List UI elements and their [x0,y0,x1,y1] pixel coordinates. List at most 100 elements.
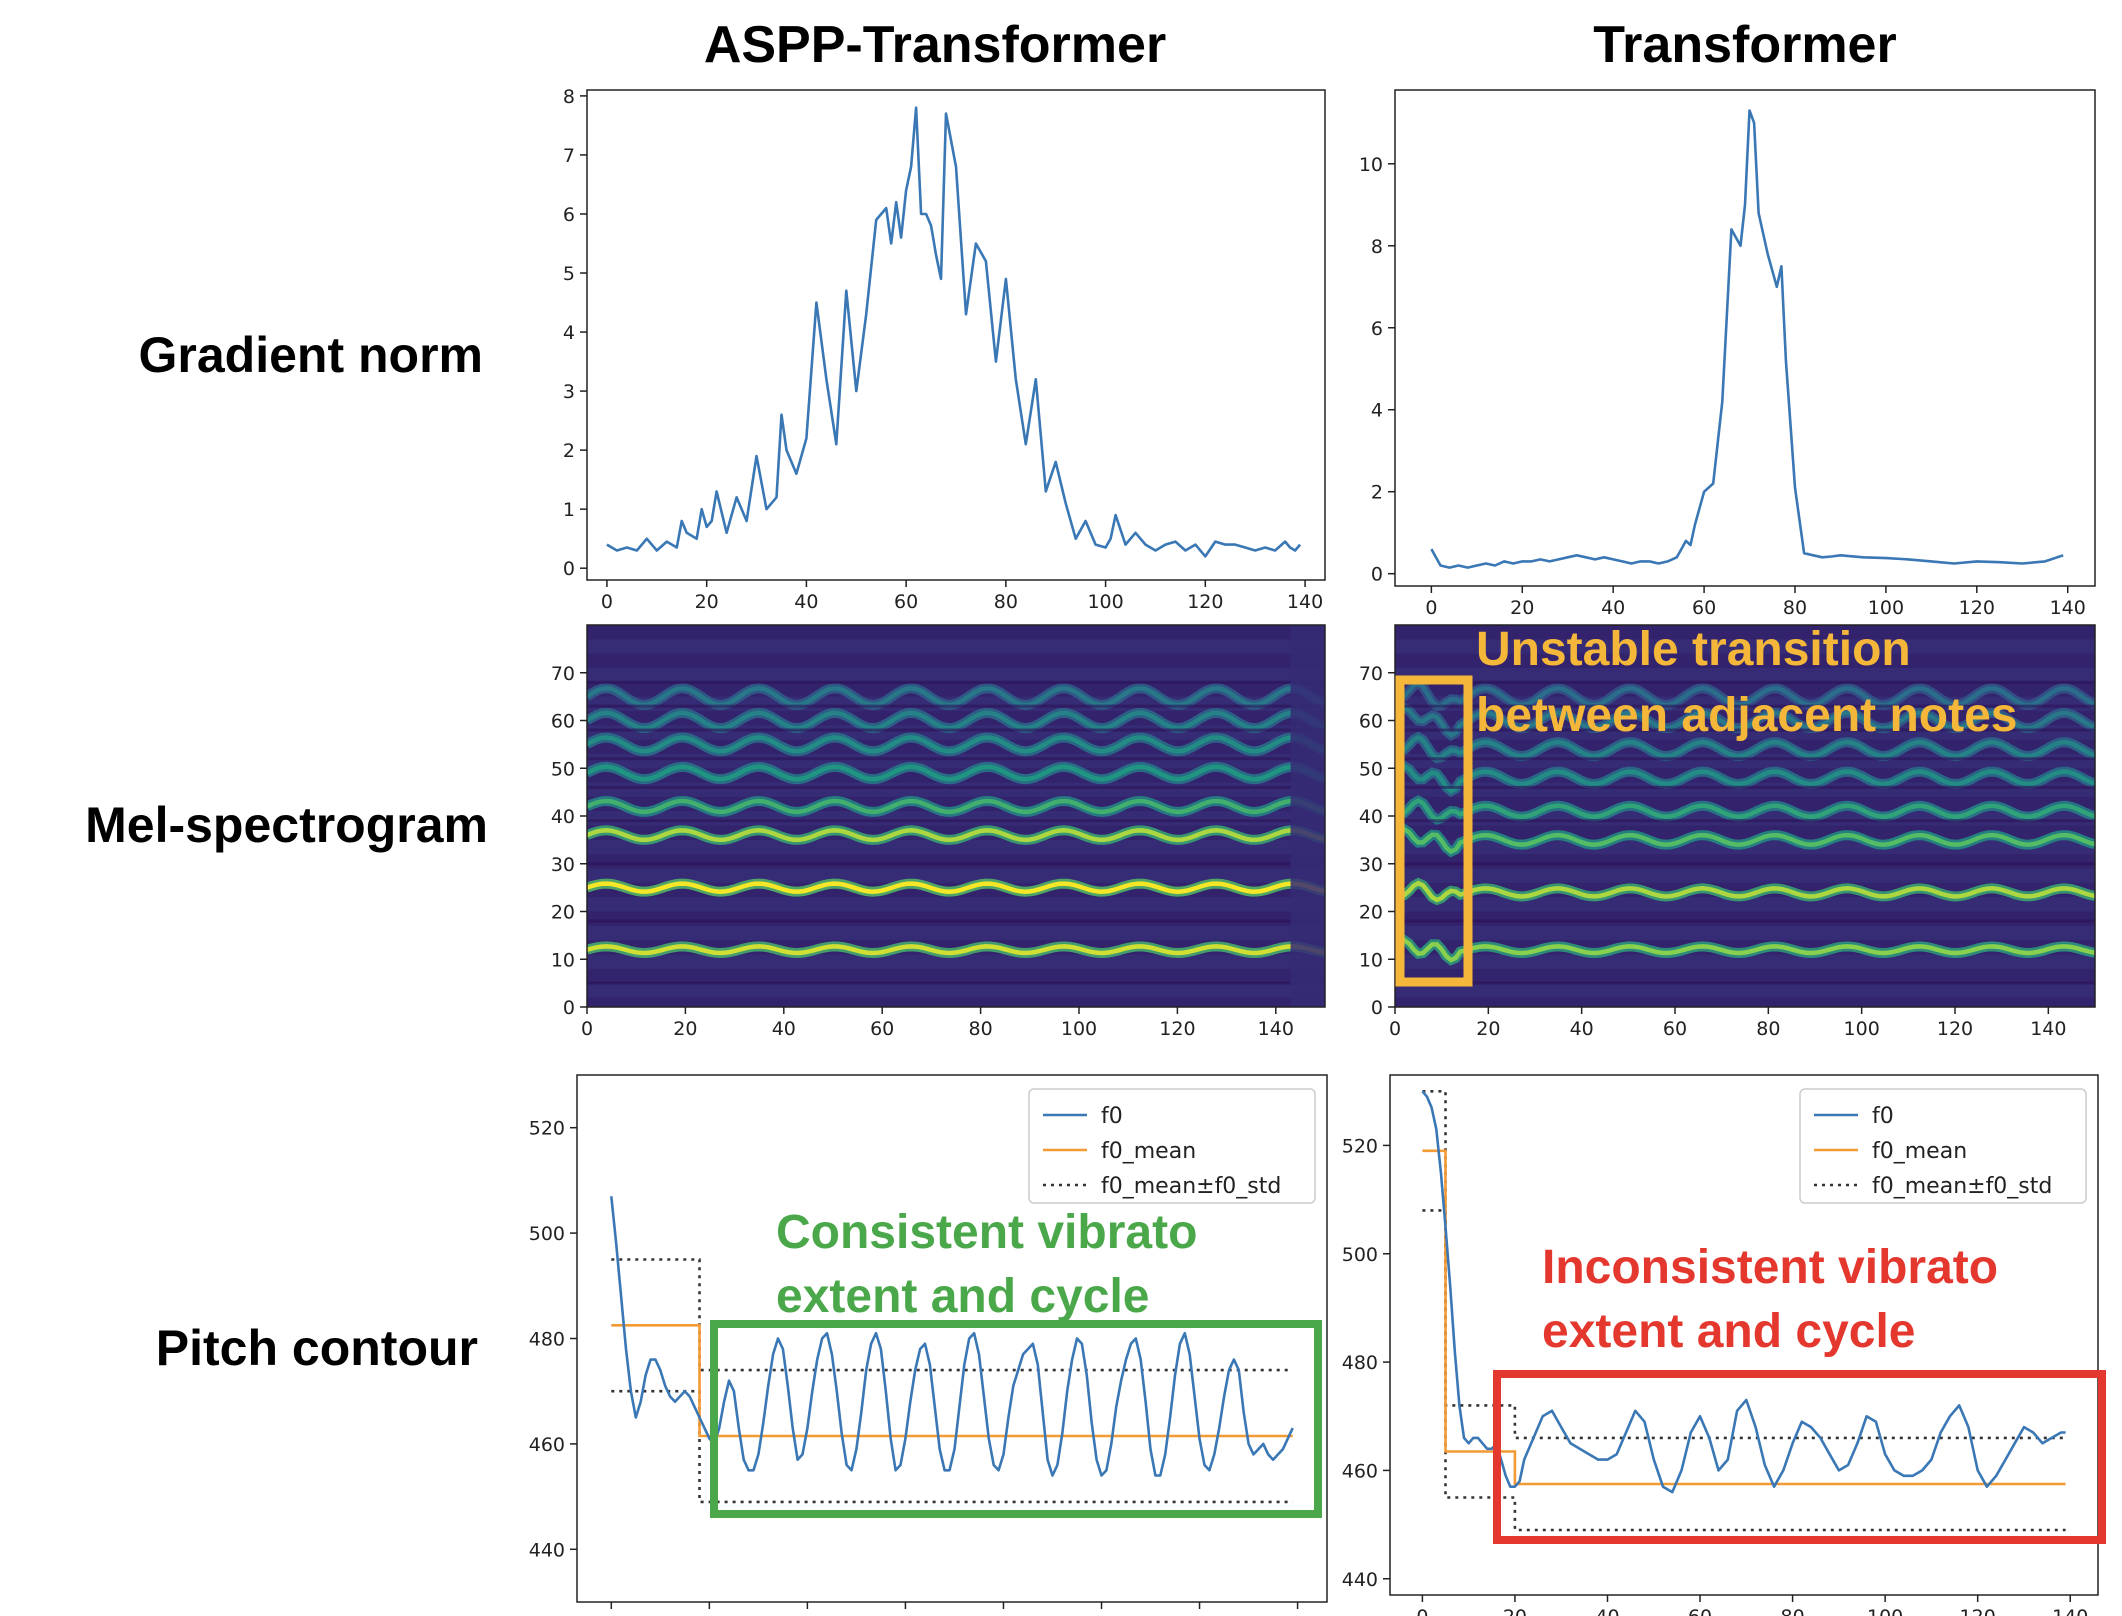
mel_aspp-band [587,954,1325,969]
mel_transformer-band [1395,954,2095,969]
pitch_aspp-xtick-label: 120 [1181,1613,1217,1616]
pitch_aspp-xtick-label: 80 [991,1613,1015,1616]
pitch_transformer-f0-line [1421,1090,2066,1494]
mel_transformer-xtick-label: 60 [1663,1018,1687,1040]
panel-pitch-transformer: 0 20 40 60 80 100 120 140 440 460 480 500 520 f0 f0_me… [1342,1074,2099,1616]
mel_transformer-ytick-label: 20 [1359,902,1383,924]
grad_transformer-xtick-label: 100 [1868,597,1904,619]
pitch_aspp-xtick-label: 140 [1279,1613,1315,1616]
mel_transformer-harmonic [1395,937,2095,963]
mel_aspp-ytick-label: 30 [551,854,575,876]
pitch_transformer-xtick-label: 20 [1503,1606,1527,1616]
pitch_transformer-legend: f0 f0_mean f0_mean±f0_std [1799,1088,2087,1204]
mel_transformer-harmonic [1395,880,2095,903]
pitch_aspp-xtick-label: 60 [893,1613,917,1616]
pitch_transformer-ytick-label: 500 [1342,1244,1378,1266]
grad_aspp-ytick-label: 5 [563,263,575,285]
pitch_transformer-legend-label: f0 [1872,1104,1894,1129]
mel_aspp-harmonic [587,798,1325,815]
panel-gradient-aspp: 0 20 40 60 80 100 120 140 0 1 2 3 4 5 6 7 8 [563,86,1326,613]
pitch_transformer-ytick-label: 520 [1342,1135,1378,1157]
mel_transformer-harmonic [1395,680,2095,709]
grad_transformer-xtick-label: 40 [1601,597,1625,619]
grad_aspp-ytick-label: 8 [563,86,575,108]
pitch_aspp-xtick-label: 100 [1083,1613,1119,1616]
grad_aspp-ytick-label: 7 [563,145,575,167]
grad_aspp-axes-frame [586,89,1326,581]
grad_transformer-ytick-label: 8 [1371,236,1383,258]
annotation-text-yellow: Unstable transition between adjacent note… [1476,623,2017,742]
annotation-text-green: Consistent vibrato extent and cycle [776,1206,1197,1323]
annotation-text-green-line1: Consistent vibrato [776,1206,1197,1259]
pitch_aspp-ytick-label: 460 [529,1434,565,1456]
mel_aspp-xtick-label: 0 [581,1018,593,1040]
annotation-text-red-line2: extent and cycle [1542,1305,1916,1358]
grad_transformer-axes-frame [1394,89,2096,587]
pitch_aspp-ytick-label: 480 [529,1329,565,1351]
grad_transformer-ytick-label: 6 [1371,318,1383,340]
annotation-text-red-line1: Inconsistent vibrato [1542,1241,1998,1294]
annotation-box-yellow [1395,675,1473,987]
pitch_aspp-xtick-label: 0 [605,1613,617,1616]
mel_transformer-xtick-label: 0 [1389,1018,1401,1040]
mel_transformer-harmonic [1395,763,2095,794]
pitch_transformer-xtick-label: 100 [1867,1606,1903,1616]
mel_aspp-band [587,639,1325,654]
panel-mel-aspp: 0 20 40 60 80 100 120 140 0 10 20 30 40 50 60 70 [551,624,1326,1040]
grad_transformer-series-line [1430,109,2064,569]
pitch_aspp-legend-label: f0_mean [1101,1139,1196,1164]
grad_aspp-ytick-label: 1 [563,499,575,521]
row-label-pitch-contour: Pitch contour [156,1320,478,1376]
pitch_transformer-mean-line [1422,1149,2066,1486]
grad_aspp-xtick-label: 120 [1187,591,1223,613]
mel_transformer-band [1395,639,2095,654]
mel_aspp-ytick-label: 20 [551,902,575,924]
mel_transformer-xtick-label: 40 [1570,1018,1594,1040]
mel_transformer-xtick-label: 100 [1844,1018,1880,1040]
mel_aspp-band [587,983,1325,998]
grad_transformer-background [1395,90,2095,586]
mel_aspp-xtick-label: 140 [1258,1018,1294,1040]
grad_transformer-xtick-label: 60 [1692,597,1716,619]
pitch_transformer-xtick-label: 140 [2052,1606,2088,1616]
annotation-text-yellow-line2: between adjacent notes [1476,689,2017,742]
grad_aspp-xtick-label: 100 [1087,591,1123,613]
mel_aspp-xtick-label: 120 [1159,1018,1195,1040]
mel_aspp-band [587,897,1325,912]
mel_transformer-ytick-label: 70 [1359,663,1383,685]
annotation-inconsistent-vibrato: Inconsistent vibrato extent and cycle [1493,1241,2106,1544]
grad_aspp-xtick-label: 20 [695,591,719,613]
mel_transformer-harmonic [1395,798,2095,822]
grad_transformer-ytick-label: 0 [1371,564,1383,586]
mel_transformer-image [1395,625,2095,1007]
grad_aspp-xtick-label: 140 [1287,591,1323,613]
grad_transformer-ytick-label: 4 [1371,400,1383,422]
row-label-gradient-norm: Gradient norm [139,327,483,383]
mel_aspp-ytick-label: 50 [551,758,575,780]
pitch_transformer-legend-box [1799,1088,2087,1204]
grad_aspp-series-line [606,106,1302,558]
pitch_aspp-legend-label: f0_mean±f0_std [1101,1174,1281,1199]
grad_aspp-ytick-label: 4 [563,322,575,344]
pitch_transformer-upper-std-line [1422,1090,2066,1440]
mel_aspp-harmonic [587,944,1325,956]
grad_transformer-xtick-label: 0 [1425,597,1437,619]
mel_transformer-xtick-label: 20 [1476,1018,1500,1040]
mel_transformer-band [1395,897,2095,912]
mel_transformer-harmonic [1395,734,2095,761]
mel_aspp-xtick-label: 100 [1061,1018,1097,1040]
pitch_transformer-xtick-label: 0 [1416,1606,1428,1616]
mel_transformer-harmonic [1395,826,2095,855]
pitch_aspp-xtick-label: 40 [795,1613,819,1616]
mel_transformer-band [1395,925,2095,941]
mel_transformer-xtick-label: 80 [1756,1018,1780,1040]
mel_transformer-ytick-label: 40 [1359,806,1383,828]
pitch_transformer-legend-label: f0_mean±f0_std [1872,1174,2052,1199]
grad_aspp-xtick-label: 0 [601,591,613,613]
pitch_transformer-legend-label: f0_mean [1872,1139,1967,1164]
grad_aspp-xtick-label: 40 [794,591,818,613]
panel-gradient-transformer: 0 20 40 60 80 100 120 140 0 2 4 6 8 10 [1359,89,2096,619]
grad_transformer-xtick-label: 120 [1959,597,1995,619]
mel_transformer-ytick-label: 10 [1359,949,1383,971]
